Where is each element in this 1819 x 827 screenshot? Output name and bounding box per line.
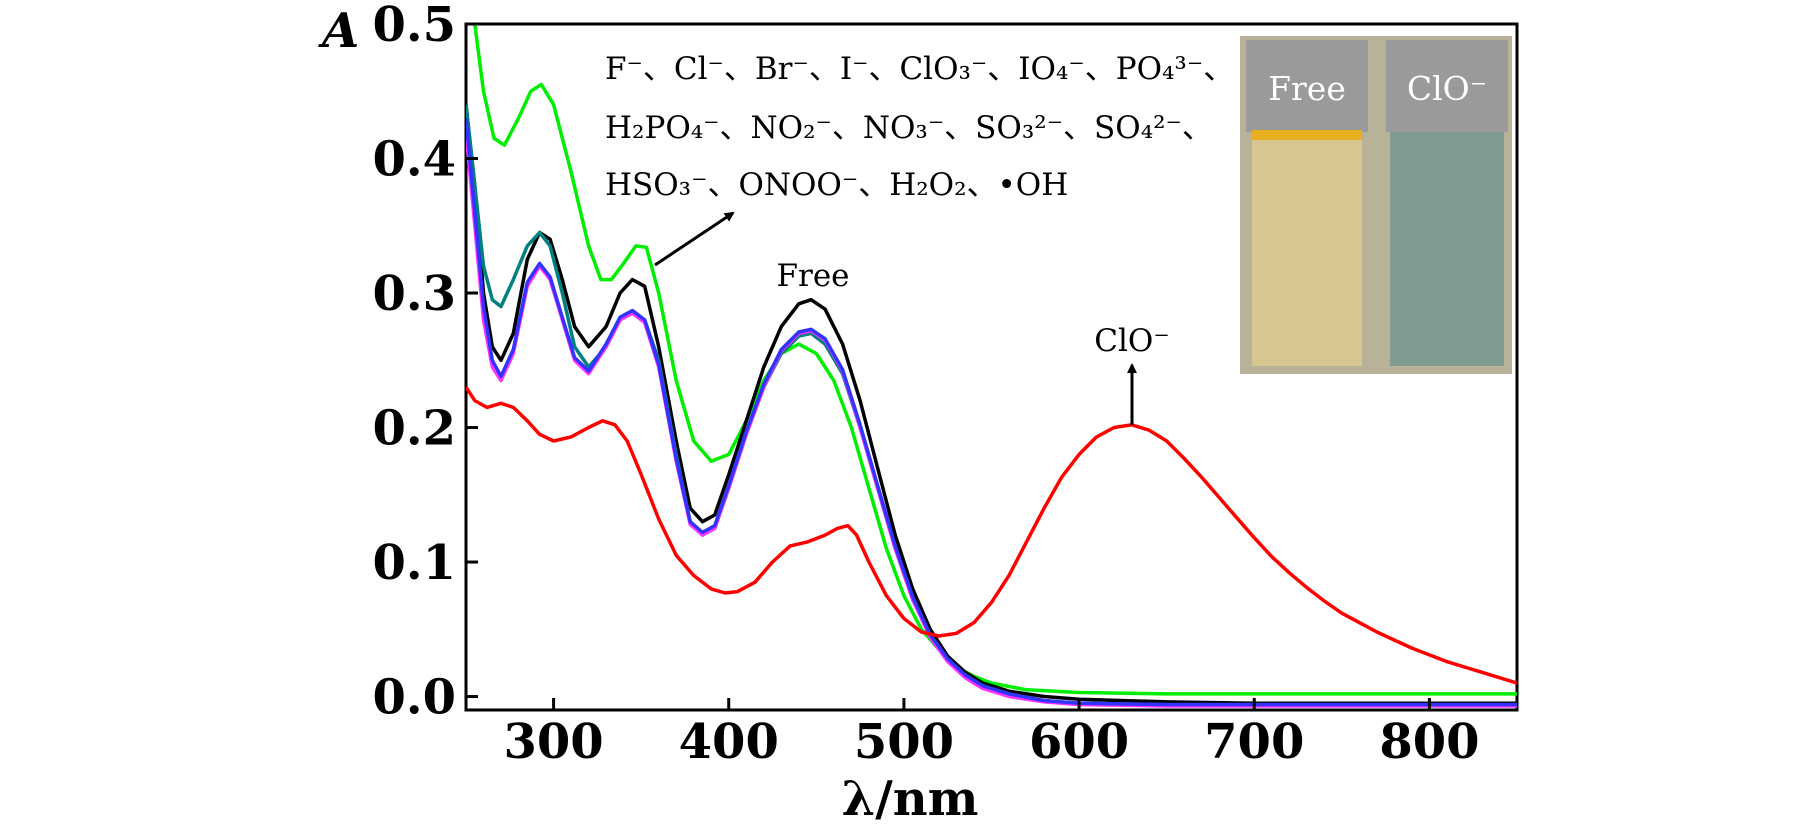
y-tick-label: 0.3 — [372, 266, 456, 322]
annotation-ion-list-3: HSO₃⁻、ONOO⁻、H₂O₂、•OH — [605, 167, 1068, 203]
annotation-free: Free — [776, 258, 849, 294]
annotation-ion-list-2: H₂PO₄⁻、NO₂⁻、NO₃⁻、SO₃²⁻、SO₄²⁻、 — [605, 110, 1213, 146]
y-tick-label: 0.4 — [372, 132, 456, 188]
x-tick-label: 700 — [1204, 714, 1304, 770]
y-tick-label: 0.5 — [372, 0, 456, 53]
series-layer — [466, 24, 1517, 708]
y-tick-label: 0.0 — [372, 670, 456, 726]
x-tick-label: 300 — [503, 714, 603, 770]
x-tick-label: 600 — [1029, 714, 1129, 770]
x-tick-label: 400 — [679, 714, 779, 770]
x-tick-label: 800 — [1379, 714, 1479, 770]
free-cuvette-meniscus — [1252, 130, 1362, 142]
inset-label-clo: ClO⁻ — [1407, 69, 1487, 108]
clo-cuvette-solution — [1390, 132, 1504, 366]
plot-frame — [464, 22, 1519, 712]
ticks-layer: 300 400 500 600 700 800 0.0 0.1 0.2 0.3 0.4 0.5 — [372, 0, 1479, 770]
arrow-ion-list — [654, 211, 735, 267]
y-axis-title: A — [318, 3, 359, 59]
y-tick-label: 0.2 — [372, 401, 456, 457]
plot-border — [464, 22, 1519, 712]
series-line-6 — [466, 386, 1517, 685]
free-cuvette-solution — [1252, 140, 1362, 366]
clo-cuvette-cap — [1386, 40, 1508, 132]
annotation-ion-list-1: F⁻、Cl⁻、Br⁻、I⁻、ClO₃⁻、IO₄⁻、PO₄³⁻、 — [605, 51, 1234, 87]
free-cuvette-cap — [1246, 40, 1368, 132]
x-tick-label: 500 — [854, 714, 954, 770]
annotation-clo: ClO⁻ — [1094, 323, 1169, 359]
series-line-5 — [466, 118, 1517, 707]
cuvette-inset-photo: Free ClO⁻ — [1240, 36, 1512, 374]
x-axis-title: λ/nm — [842, 771, 979, 827]
y-tick-label: 0.1 — [372, 535, 456, 591]
inset-label-free: Free — [1268, 69, 1346, 108]
